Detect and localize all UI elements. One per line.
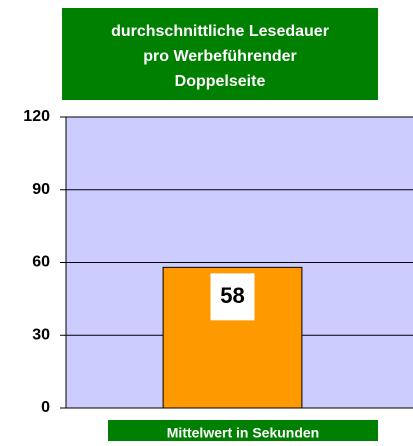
title-box [62, 8, 378, 100]
chart-title: pro Werbeführender [143, 48, 297, 65]
y-tick-label: 30 [32, 326, 50, 343]
x-axis-label: Mittelwert in Sekunden [167, 425, 319, 441]
chart-title: durchschnittliche Lesedauer [111, 23, 329, 40]
data-label: 58 [220, 283, 244, 308]
y-tick-label: 90 [32, 181, 50, 198]
y-tick-label: 60 [32, 254, 50, 271]
y-tick-label: 120 [23, 108, 50, 125]
y-tick-label: 0 [41, 399, 50, 416]
data-label-box [210, 273, 255, 321]
chart-title: Doppelseite [175, 73, 266, 90]
